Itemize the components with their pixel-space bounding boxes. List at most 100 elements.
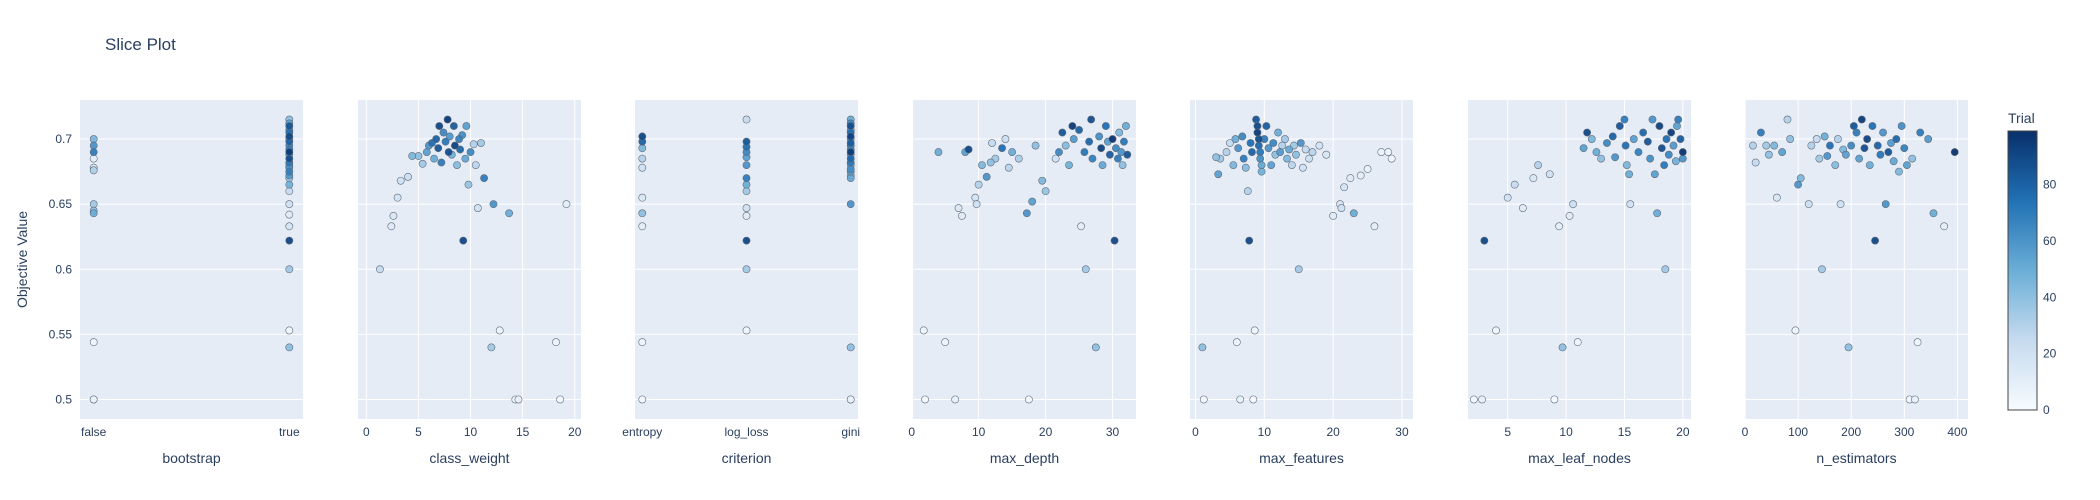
colorbar-tick-label: 80: [2043, 178, 2057, 192]
x-axis-label: n_estimators: [1816, 450, 1896, 466]
panel-n-estimators: 0 100 200 300 400 n_estimators: [1742, 100, 1968, 466]
data-point: [1283, 154, 1291, 163]
data-point: [285, 222, 294, 231]
panel-criterion: entropy log_loss gini criterion: [622, 100, 860, 466]
data-point: [1249, 395, 1258, 404]
x-tick-label: 20: [1039, 425, 1053, 439]
data-point: [1069, 135, 1078, 143]
data-point: [1308, 148, 1317, 156]
data-point: [1783, 115, 1792, 124]
data-point: [1924, 135, 1933, 143]
x-tick-label: 5: [415, 425, 422, 439]
data-point: [1041, 187, 1050, 196]
x-tick-label: 100: [1788, 425, 1808, 439]
data-point: [449, 122, 458, 130]
data-point: [1629, 135, 1638, 143]
x-tick-label: 10: [1559, 425, 1573, 439]
data-point: [1650, 170, 1659, 179]
data-point: [1250, 326, 1259, 335]
data-point: [986, 158, 995, 167]
data-point: [1281, 135, 1289, 143]
data-point: [982, 172, 991, 181]
data-point: [1836, 200, 1845, 209]
x-tick-label: 0: [1742, 425, 1749, 439]
data-point: [1356, 171, 1365, 180]
data-point: [1256, 154, 1265, 163]
data-point: [1592, 148, 1601, 156]
x-axis-label: max_depth: [990, 450, 1059, 466]
x-axis-label: criterion: [722, 450, 772, 466]
x-tick-label: 10: [1258, 425, 1272, 439]
data-point: [964, 145, 973, 154]
data-point: [1080, 148, 1089, 156]
x-tick-label: 0: [1192, 425, 1199, 439]
data-point: [285, 154, 294, 163]
data-point: [1831, 161, 1840, 170]
data-point: [1916, 128, 1925, 137]
data-point: [1804, 200, 1813, 209]
data-point: [1879, 128, 1887, 137]
x-tick-label: log_loss: [724, 425, 768, 439]
plot-background: [1745, 100, 1968, 419]
data-point: [1480, 236, 1489, 245]
data-point: [742, 204, 751, 212]
data-point: [1014, 154, 1023, 163]
data-point: [1757, 128, 1765, 137]
data-point: [941, 338, 950, 347]
data-point: [957, 211, 966, 220]
data-point: [1940, 222, 1949, 231]
data-point: [1678, 148, 1687, 156]
data-point: [1370, 222, 1379, 231]
data-point: [1908, 154, 1917, 163]
data-point: [1122, 122, 1130, 130]
data-point: [846, 132, 855, 141]
colorbar-gradient: [2007, 130, 2038, 411]
data-point: [1661, 265, 1670, 274]
data-point: [1115, 128, 1124, 137]
x-tick-label: gini: [841, 425, 860, 439]
data-point: [846, 200, 855, 209]
chart-title: Slice Plot: [105, 35, 176, 54]
data-point: [1857, 115, 1866, 124]
data-point: [638, 144, 647, 153]
x-tick-label: 10: [464, 425, 478, 439]
plot-background: [358, 100, 581, 419]
panel-bootstrap: false true bootstrap: [80, 100, 303, 466]
data-point: [638, 163, 647, 172]
data-point: [1820, 132, 1829, 141]
data-point: [89, 135, 98, 143]
data-point: [495, 326, 504, 335]
x-tick-label: 30: [1106, 425, 1120, 439]
data-point: [505, 209, 513, 218]
data-point: [443, 115, 452, 124]
data-point: [846, 122, 855, 130]
data-point: [1794, 180, 1802, 189]
x-tick-label: 10: [972, 425, 986, 439]
colorbar-tick-label: 20: [2043, 347, 2057, 361]
data-point: [1950, 148, 1959, 156]
data-point: [638, 193, 647, 202]
data-point: [974, 180, 983, 189]
data-point: [1510, 180, 1519, 189]
data-point: [1847, 141, 1856, 150]
data-point: [1823, 152, 1832, 160]
data-point: [1081, 265, 1090, 274]
data-point: [1884, 148, 1893, 156]
data-point: [1873, 141, 1882, 150]
data-point: [1863, 135, 1872, 143]
x-axis-label: max_leaf_nodes: [1528, 450, 1631, 466]
data-point: [393, 193, 402, 202]
x-tick-label: 20: [1326, 425, 1340, 439]
data-point: [1264, 144, 1273, 153]
x-axis-label: class_weight: [429, 450, 509, 466]
data-point: [742, 211, 751, 220]
data-point: [1555, 222, 1563, 231]
data-point: [1791, 326, 1800, 335]
data-point: [742, 326, 751, 335]
data-point: [1028, 197, 1037, 206]
data-point: [934, 148, 943, 156]
data-point: [89, 166, 98, 175]
data-point: [432, 135, 441, 143]
data-point: [951, 395, 960, 404]
data-point: [1881, 200, 1890, 209]
